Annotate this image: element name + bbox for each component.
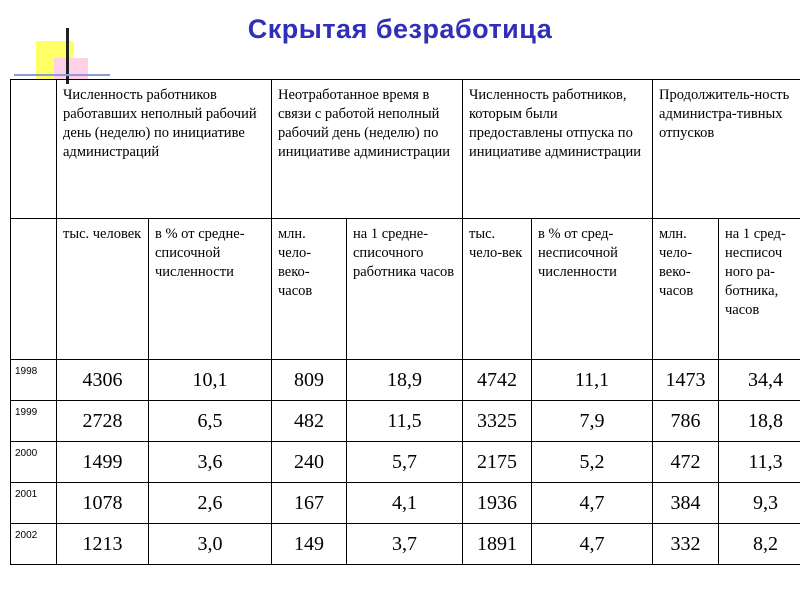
sub-header-text: на 1 сред-несписоч ного ра-ботника, часо… [725,226,786,318]
value-cell: 482 [271,400,347,442]
sub-header-cell: в % от сред-несписочной численности [530,218,654,360]
year-cell: 2001 [10,482,57,524]
value-cell: 4,7 [530,482,654,524]
value-cell: 240 [271,441,347,483]
group-header-text: Продолжитель-ность администра-тивных отп… [659,87,790,141]
value-cell: 1213 [56,523,149,565]
group-header-text: Неотработанное время в связи с работой н… [278,87,450,160]
value-cell: 167 [271,482,347,524]
value-cell: 9,3 [718,482,800,524]
value-cell: 5,7 [346,441,463,483]
value-cell: 18,9 [346,359,463,401]
value-cell: 1473 [652,359,720,401]
value-cell: 2,6 [148,482,272,524]
value-cell: 11,1 [530,359,654,401]
value-cell: 5,2 [530,441,654,483]
table-header-row: Численность работников работавших неполн… [10,79,800,219]
sub-header-text: в % от средне-списочной численности [155,226,245,280]
sub-header-cell: на 1 средне-списочного работника часов [346,218,463,360]
value-cell: 4306 [56,359,149,401]
value-cell: 7,9 [530,400,654,442]
decor-pink-square [54,58,88,80]
value-cell: 3325 [462,400,532,442]
decor-vertical-line [66,28,69,84]
group-header-text: Численность работников работавших неполн… [63,87,257,160]
value-cell: 472 [652,441,720,483]
decor-horizontal-line [14,74,110,76]
group-header-text: Численность работников, которым были пре… [469,87,641,160]
value-cell: 1891 [462,523,532,565]
group-header-cell: Численность работников работавших неполн… [56,79,272,219]
sub-header-cell: тыс. человек [56,218,149,360]
year-cell: 2002 [10,523,57,565]
group-header-cell: Численность работников, которым были пре… [461,79,654,219]
value-cell: 1936 [462,482,532,524]
value-cell: 3,7 [346,523,463,565]
sub-header-text: млн. чело-веко-часов [659,226,694,299]
value-cell: 384 [652,482,720,524]
sub-header-cell: в % от средне-списочной численности [148,218,272,360]
year-label: 2001 [15,489,38,500]
sub-header-text: млн. чело-веко-часов [278,226,313,299]
value-cell: 34,4 [718,359,800,401]
data-table: Численность работников работавших неполн… [10,79,800,565]
sub-header-cell: на 1 сред-несписоч ного ра-ботника, часо… [718,218,800,360]
table-row: 2000 1499 3,6 240 5,7 2175 5,2 472 11,3 [10,441,800,483]
corner-cell [10,79,57,219]
sub-header-cell: млн. чело-веко-часов [652,218,720,360]
table-row: 2002 1213 3,0 149 3,7 1891 4,7 332 8,2 [10,523,800,565]
value-cell: 809 [271,359,347,401]
value-cell: 10,1 [148,359,272,401]
value-cell: 3,0 [148,523,272,565]
table-row: 2001 1078 2,6 167 4,1 1936 4,7 384 9,3 [10,482,800,524]
table-row: 1998 4306 10,1 809 18,9 4742 11,1 1473 3… [10,359,800,401]
value-cell: 2728 [56,400,149,442]
decorative-logo-shapes [0,0,120,90]
sub-header-text: в % от сред-несписочной численности [538,226,618,280]
value-cell: 6,5 [148,400,272,442]
value-cell: 4742 [462,359,532,401]
sub-header-text: на 1 средне-списочного работника часов [353,226,455,280]
value-cell: 11,5 [346,400,463,442]
group-header-cell: Неотработанное время в связи с работой н… [271,79,463,219]
page-title: Скрытая безработица [247,14,553,44]
value-cell: 786 [652,400,720,442]
corner-cell [10,218,57,360]
sub-header-cell: тыс. чело-век [462,218,532,360]
group-header-cell: Продолжитель-ность администра-тивных отп… [652,79,800,219]
value-cell: 4,7 [530,523,654,565]
value-cell: 11,3 [718,441,800,483]
value-cell: 332 [652,523,720,565]
value-cell: 3,6 [148,441,272,483]
value-cell: 4,1 [346,482,463,524]
value-cell: 18,8 [718,400,800,442]
table-row: 1999 2728 6,5 482 11,5 3325 7,9 786 18,8 [10,400,800,442]
year-label: 1999 [15,407,38,418]
value-cell: 2175 [462,441,532,483]
year-cell: 2000 [10,441,57,483]
sub-header-text: тыс. чело-век [469,226,523,261]
value-cell: 8,2 [718,523,800,565]
year-cell: 1998 [10,359,57,401]
value-cell: 1078 [56,482,149,524]
sub-header-cell: млн. чело-веко-часов [271,218,347,360]
year-label: 2000 [15,448,38,459]
value-cell: 149 [271,523,347,565]
sub-header-text: тыс. человек [63,226,142,242]
year-label: 2002 [15,530,38,541]
year-label: 1998 [15,366,38,377]
table-subheader-row: тыс. человек в % от средне-списочной чис… [10,218,800,360]
year-cell: 1999 [10,400,57,442]
value-cell: 1499 [56,441,149,483]
